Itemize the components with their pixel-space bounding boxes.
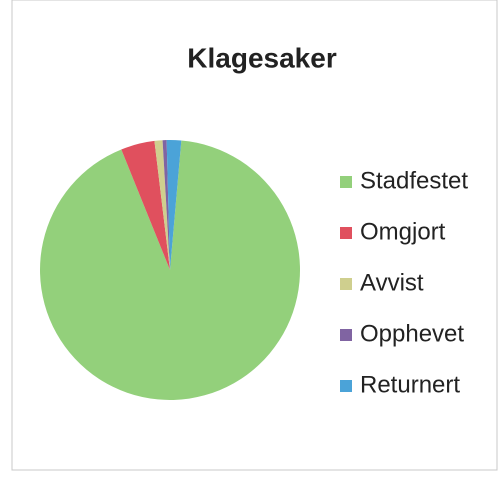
- legend-label: Avvist: [360, 269, 424, 296]
- legend-label: Returnert: [360, 371, 460, 398]
- legend-label: Opphevet: [360, 320, 464, 347]
- pie-slice: [121, 140, 170, 270]
- legend-swatch: [340, 176, 352, 188]
- legend-label: Stadfestet: [360, 167, 468, 194]
- pie-slice: [39, 140, 300, 400]
- legend-swatch: [340, 227, 352, 239]
- legend-swatch: [340, 380, 352, 392]
- pie-slice: [154, 140, 170, 270]
- legend-swatch: [340, 278, 352, 290]
- pie-slice: [166, 140, 182, 270]
- legend-swatch: [340, 329, 352, 341]
- chart-title: Klagesaker: [187, 42, 337, 73]
- legend-label: Omgjort: [360, 218, 446, 245]
- pie-slice: [162, 140, 170, 270]
